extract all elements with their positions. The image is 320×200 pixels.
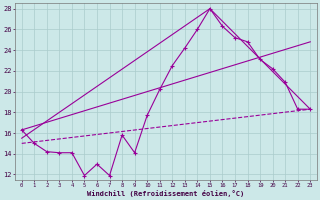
X-axis label: Windchill (Refroidissement éolien,°C): Windchill (Refroidissement éolien,°C): [87, 190, 244, 197]
